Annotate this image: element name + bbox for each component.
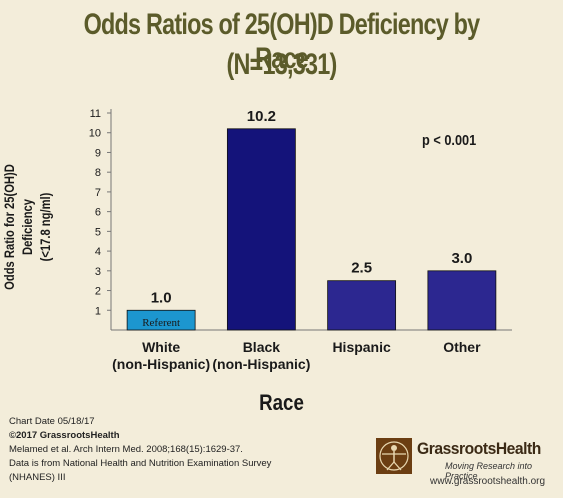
y-tick-label: 4 xyxy=(95,246,101,258)
x-axis-label: Race xyxy=(259,390,304,415)
data-label: 2.5 xyxy=(351,260,372,277)
y-tick-label: 10 xyxy=(89,128,101,140)
vitruvian-man-icon xyxy=(376,438,412,474)
data-source-line1: Data is from National Health and Nutriti… xyxy=(9,458,272,469)
x-tick-label: Black xyxy=(243,339,281,355)
y-tick-label: 1 xyxy=(95,305,101,317)
x-tick-label: (non-Hispanic) xyxy=(212,356,310,372)
chart-subtitle: (N=13,331) xyxy=(226,48,338,81)
x-tick-label: (non-Hispanic) xyxy=(112,356,210,372)
bar-chart: 12345678910111.0ReferentWhite(non-Hispan… xyxy=(89,108,512,372)
citation: Melamed et al. Arch Intern Med. 2008;168… xyxy=(9,444,243,455)
chart-title: Odds Ratios of 25(OH)D Deficiency by Rac… xyxy=(83,8,481,75)
logo-tagline: Moving Research into Practice xyxy=(445,461,533,481)
y-tick-label: 7 xyxy=(95,187,101,199)
y-tick-label: 11 xyxy=(90,108,101,120)
data-label: 1.0 xyxy=(151,289,172,306)
x-tick-label: White xyxy=(142,339,180,355)
y-axis-label: Odds Ratio for 25(OH)D Deficiency (<17.8… xyxy=(1,164,53,290)
chart-date: Chart Date 05/18/17 xyxy=(9,416,95,427)
bar xyxy=(427,270,497,331)
data-source-line2: (NHANES) III xyxy=(9,472,66,483)
bar xyxy=(327,280,397,331)
logo-url[interactable]: www.grassrootshealth.org xyxy=(430,476,546,487)
bar-inner-label: Referent xyxy=(142,317,180,329)
x-tick-label: Other xyxy=(443,339,481,355)
y-tick-label: 6 xyxy=(95,207,101,219)
copyright: ©2017 GrassrootsHealth xyxy=(9,430,120,441)
y-tick-label: 9 xyxy=(95,147,101,159)
data-label: 3.0 xyxy=(451,250,472,267)
bar xyxy=(126,309,196,331)
bar xyxy=(226,128,296,331)
data-label: 10.2 xyxy=(247,108,276,125)
p-value-annotation: p < 0.001 xyxy=(422,132,477,149)
logo-name: GrassrootsHealth xyxy=(417,439,541,458)
y-tick-label: 5 xyxy=(95,226,101,238)
y-tick-label: 8 xyxy=(95,167,101,179)
x-tick-label: Hispanic xyxy=(332,339,391,355)
y-tick-label: 3 xyxy=(95,266,101,278)
y-tick-label: 2 xyxy=(95,286,101,298)
